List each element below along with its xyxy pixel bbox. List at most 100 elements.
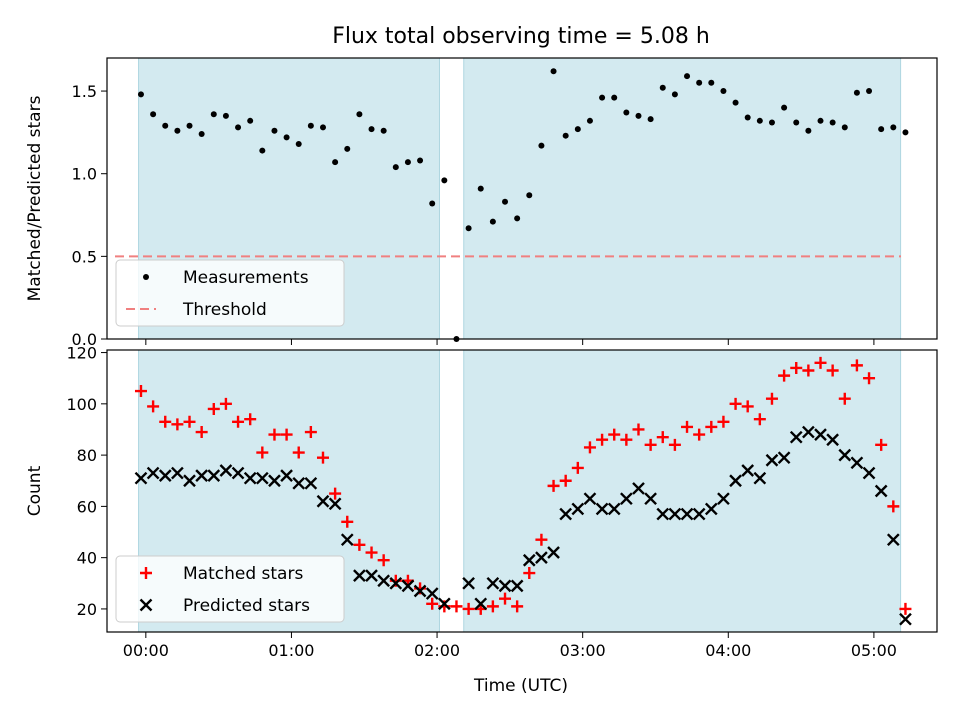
data-point — [304, 476, 318, 490]
data-point — [623, 109, 630, 116]
data-point — [802, 364, 815, 377]
data-point — [222, 112, 229, 119]
data-point — [328, 497, 342, 511]
data-point — [862, 466, 876, 480]
y-tick-label: 40 — [77, 549, 97, 568]
data-point — [231, 466, 245, 480]
data-point — [353, 569, 366, 582]
data-point — [159, 415, 172, 428]
data-point — [255, 471, 269, 485]
data-point — [401, 579, 415, 593]
data-point — [280, 469, 293, 482]
legend-label: Threshold — [182, 300, 267, 320]
data-point — [271, 127, 278, 134]
data-point — [134, 385, 147, 398]
y-tick-label: 100 — [66, 395, 97, 414]
data-point — [535, 551, 548, 565]
data-point — [608, 428, 621, 441]
axes-frame — [106, 57, 938, 340]
data-point — [377, 554, 390, 567]
data-point — [838, 448, 852, 462]
data-point — [171, 466, 184, 480]
data-point — [659, 84, 666, 91]
data-point — [899, 612, 912, 626]
data-point — [829, 119, 836, 126]
y-tick-label: 0.0 — [72, 330, 97, 349]
series-predicted-stars — [134, 425, 912, 626]
data-point — [732, 99, 739, 106]
data-point — [425, 587, 439, 600]
data-point — [559, 507, 573, 521]
data-point — [356, 111, 363, 118]
data-point — [635, 112, 642, 119]
data-point — [768, 119, 775, 126]
data-point — [744, 114, 751, 121]
y-tick-label: 0.5 — [72, 247, 97, 266]
data-point — [392, 164, 399, 171]
x-tick-label: 01:00 — [268, 641, 314, 660]
data-point — [377, 574, 391, 588]
data-point — [365, 569, 378, 582]
data-point — [866, 88, 873, 95]
data-point — [147, 400, 160, 413]
data-point — [607, 502, 621, 516]
panel-top: 0.0 0.5 1.0 1.5 Matched/Predicted stars Measu… — [25, 57, 938, 349]
data-point — [571, 461, 584, 474]
data-point — [720, 88, 727, 95]
data-point — [574, 126, 581, 133]
data-point — [550, 68, 557, 75]
data-point — [875, 438, 888, 451]
data-point — [195, 426, 208, 439]
y-tick-label: 120 — [66, 344, 97, 363]
data-point — [789, 430, 803, 444]
axes-frame — [106, 349, 938, 633]
observing-interval — [463, 57, 902, 340]
legend-label: Matched stars — [183, 564, 303, 584]
data-point — [499, 592, 512, 605]
data-point — [353, 538, 366, 551]
y-axis-label: Matched/Predicted stars — [25, 95, 45, 301]
data-point — [522, 553, 536, 567]
data-point — [586, 117, 593, 124]
data-point — [380, 127, 387, 134]
data-point — [717, 492, 730, 506]
data-point — [210, 111, 217, 118]
data-point — [174, 127, 181, 134]
data-point — [429, 200, 436, 207]
data-point — [899, 602, 912, 615]
data-point — [656, 431, 669, 444]
data-point — [547, 479, 560, 492]
data-point — [850, 456, 864, 470]
data-point — [332, 159, 339, 166]
data-point — [171, 418, 184, 431]
data-point — [704, 502, 718, 516]
data-point — [219, 397, 232, 410]
y-tick-label: 1.0 — [72, 165, 97, 184]
data-point — [150, 111, 157, 118]
data-point — [681, 420, 694, 433]
data-point — [316, 451, 329, 464]
data-point — [765, 392, 778, 405]
data-point — [134, 471, 148, 485]
data-point — [814, 356, 827, 369]
data-point — [489, 218, 496, 225]
legend-box — [115, 555, 345, 623]
data-point — [826, 364, 839, 377]
data-point — [583, 492, 597, 506]
data-point — [268, 474, 281, 488]
data-point — [244, 413, 257, 426]
data-point — [668, 438, 681, 451]
data-point — [526, 192, 533, 199]
data-point — [307, 122, 314, 129]
data-point — [319, 124, 326, 131]
data-point — [814, 428, 827, 441]
data-point — [802, 425, 815, 439]
data-point — [486, 600, 499, 613]
data-point — [741, 464, 755, 477]
data-point — [841, 124, 848, 131]
data-point — [368, 126, 375, 133]
data-point — [620, 433, 633, 446]
data-point — [853, 89, 860, 96]
data-point — [863, 372, 876, 385]
data-point — [426, 597, 439, 610]
